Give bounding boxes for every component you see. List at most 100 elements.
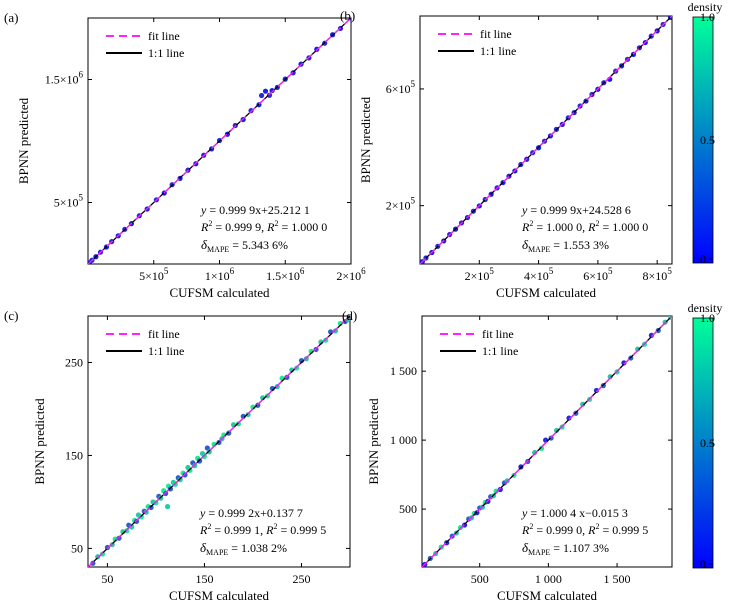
y-tick-label: 500 — [399, 502, 417, 516]
x-tick-label: 150 — [195, 572, 213, 586]
equation-var: y — [521, 506, 530, 520]
y-tick-mantissa: 6×10 — [386, 82, 411, 96]
equation-line: y = 1.000 4 x−0.015 3 — [521, 506, 628, 520]
legend-fit-line-label: fit line — [482, 327, 514, 341]
x-tick-mantissa: 5×10 — [139, 269, 164, 283]
y-tick-label: 5×105 — [54, 193, 84, 210]
legend-fit-line-label: fit line — [148, 327, 180, 341]
r-squared-adjusted: = 1.000 0 — [599, 220, 648, 234]
data-point — [566, 415, 572, 421]
data-point — [262, 88, 269, 94]
data-point — [266, 92, 273, 98]
r-squared-value: = 0.999 1, — [211, 523, 266, 537]
panel-3: 500 1 000 1 500 500 1 000 1 500 CUFSM calculat… — [342, 308, 673, 601]
x-tick-exponent: 5 — [608, 266, 613, 276]
r-exponent: 2 — [529, 522, 533, 531]
r-squared-adjusted: = 0.999 5 — [599, 523, 648, 537]
x-tick-label: 1 000 — [535, 572, 562, 586]
equation-line: y = 0.999 9x+25.212 1 — [200, 203, 310, 217]
delta-symbol: δ — [200, 540, 207, 555]
data-point — [532, 449, 538, 456]
r-symbol: R — [587, 523, 596, 537]
y-axis-label: BPNN predicted — [16, 97, 31, 184]
delta-symbol: δ — [201, 237, 208, 252]
x-tick-label: 1.5×106 — [266, 266, 305, 283]
data-point — [554, 427, 560, 434]
x-tick-label: 1 500 — [604, 572, 631, 586]
x-tick-exponent: 5 — [549, 266, 554, 276]
panel-2: 50 150 250 50 150 250 CUFSM calculated BPNN pre… — [4, 308, 351, 601]
r-exponent: 2 — [273, 522, 277, 531]
x-tick-label: 50 — [101, 572, 113, 586]
panel-label: (b) — [340, 8, 355, 23]
y-tick-mantissa: 5×10 — [54, 196, 79, 210]
y-tick-exponent: 5 — [79, 193, 84, 203]
y-tick-label: 150 — [65, 448, 83, 462]
data-point — [593, 387, 600, 394]
mape-value: = 1.038 2% — [228, 541, 287, 555]
equation-var: y — [200, 203, 209, 217]
x-tick-label: 4×105 — [524, 266, 554, 283]
panel-label: (c) — [4, 308, 18, 323]
x-tick-exponent: 6 — [230, 266, 235, 276]
y-tick-exponent: 6 — [79, 70, 84, 80]
y-tick-label: 1 000 — [390, 433, 417, 447]
mape-value: = 5.343 6% — [229, 238, 288, 252]
x-tick-exponent: 5 — [164, 266, 169, 276]
y-tick-label: 50 — [71, 541, 83, 555]
x-axis-label: CUFSM calculated — [169, 588, 270, 601]
plot-area — [420, 16, 672, 264]
equation-var: y — [199, 506, 208, 520]
mape-subscript: MAPE — [207, 245, 229, 254]
y-tick-exponent: 5 — [411, 196, 416, 206]
data-point — [538, 445, 545, 451]
mape-subscript: MAPE — [528, 548, 550, 557]
colorbar-title: density — [688, 0, 723, 14]
data-point — [580, 401, 586, 407]
fit-line — [420, 16, 672, 264]
data-point — [258, 92, 265, 99]
equation-var: y — [521, 203, 530, 217]
data-point — [635, 346, 641, 352]
equation-line: y = 0.999 2x+0.137 7 — [199, 506, 303, 520]
panel-label: (d) — [342, 308, 357, 323]
r-symbol: R — [265, 523, 274, 537]
x-tick-label: 500 — [471, 572, 489, 586]
r-squared-line: R2 = 0.999 9, R2 = 1.000 0 — [200, 219, 327, 234]
mape-line: δMAPE = 5.343 6% — [201, 237, 288, 254]
r-squared-line: R2 = 0.999 0, R2 = 0.999 5 — [521, 522, 648, 537]
r-exponent: 2 — [274, 219, 278, 228]
x-tick-mantissa: 1.5×10 — [266, 269, 300, 283]
y-tick-exponent: 5 — [411, 79, 416, 89]
mape-line: δMAPE = 1.553 3% — [522, 237, 609, 254]
colorbar-tick-label: 0 — [700, 557, 706, 571]
delta-symbol: δ — [522, 540, 529, 555]
equation-rhs: = 1.000 4 x−0.015 3 — [530, 506, 628, 520]
colorbar-tick-label: 0.5 — [700, 133, 715, 147]
mape-subscript: MAPE — [528, 245, 550, 254]
r-exponent: 2 — [595, 522, 599, 531]
r-symbol: R — [521, 523, 530, 537]
x-axis-label: CUFSM calculated — [169, 285, 270, 300]
y-tick-label: 2×105 — [386, 196, 416, 213]
data-point — [497, 486, 503, 493]
x-tick-label: 250 — [292, 572, 310, 586]
mape-line: δMAPE = 1.038 2% — [200, 540, 287, 557]
x-tick-label: 6×105 — [583, 266, 613, 283]
x-axis-label: CUFSM calculated — [497, 588, 598, 601]
y-tick-label: 1.5×106 — [45, 70, 84, 87]
equation-rhs: = 0.999 9x+24.528 6 — [530, 203, 631, 217]
data-point — [269, 87, 275, 94]
x-tick-label: 2×106 — [336, 266, 366, 283]
x-tick-label: 1×106 — [205, 266, 235, 283]
r-squared-line: R2 = 1.000 0, R2 = 1.000 0 — [521, 219, 648, 234]
plot-area — [422, 316, 672, 567]
data-point — [164, 503, 171, 510]
r-squared-adjusted: = 1.000 0 — [278, 220, 327, 234]
y-tick-label: 1 500 — [390, 364, 417, 378]
plot-frame — [419, 15, 673, 265]
